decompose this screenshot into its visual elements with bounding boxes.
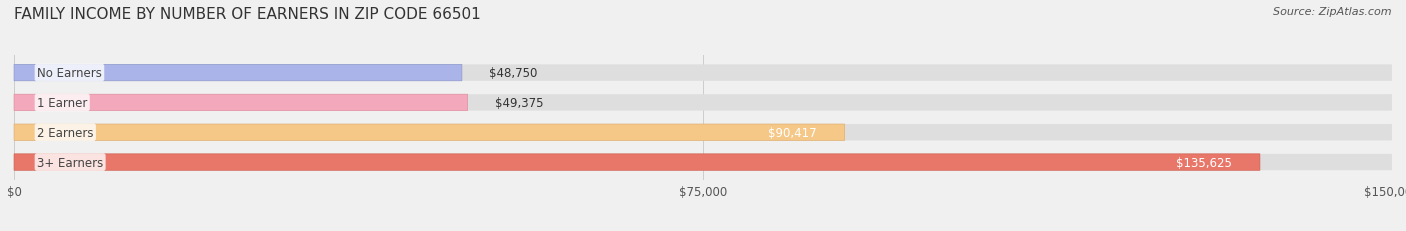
Text: 1 Earner: 1 Earner bbox=[37, 97, 87, 109]
Text: $49,375: $49,375 bbox=[495, 97, 544, 109]
FancyBboxPatch shape bbox=[14, 154, 1392, 170]
FancyBboxPatch shape bbox=[14, 125, 1392, 141]
FancyBboxPatch shape bbox=[14, 95, 1392, 111]
FancyBboxPatch shape bbox=[14, 65, 1392, 82]
FancyBboxPatch shape bbox=[14, 65, 463, 82]
Text: FAMILY INCOME BY NUMBER OF EARNERS IN ZIP CODE 66501: FAMILY INCOME BY NUMBER OF EARNERS IN ZI… bbox=[14, 7, 481, 22]
FancyBboxPatch shape bbox=[14, 154, 1260, 170]
FancyBboxPatch shape bbox=[14, 95, 468, 111]
Text: $90,417: $90,417 bbox=[769, 126, 817, 139]
Text: 3+ Earners: 3+ Earners bbox=[37, 156, 103, 169]
Text: $48,750: $48,750 bbox=[489, 67, 538, 80]
Text: $135,625: $135,625 bbox=[1177, 156, 1232, 169]
Text: No Earners: No Earners bbox=[37, 67, 101, 80]
Text: Source: ZipAtlas.com: Source: ZipAtlas.com bbox=[1274, 7, 1392, 17]
Text: 2 Earners: 2 Earners bbox=[37, 126, 94, 139]
FancyBboxPatch shape bbox=[14, 125, 845, 141]
